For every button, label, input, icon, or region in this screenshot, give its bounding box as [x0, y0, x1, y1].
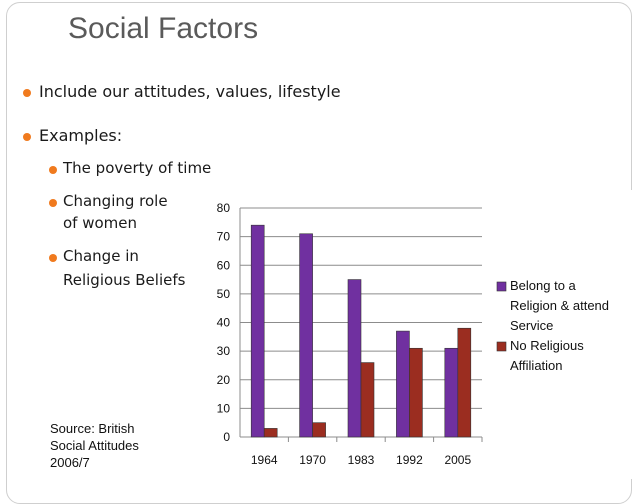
y-tick-label: 0	[223, 430, 230, 444]
bullet-examples: Examples:	[39, 126, 123, 145]
bullet-dot	[49, 199, 57, 207]
bar-no-affiliation-1964	[263, 428, 278, 438]
bar-no-affiliation-2005	[457, 327, 472, 438]
y-tick-label: 50	[217, 287, 231, 301]
source-note: Source: British Social Attitudes 2006/7	[50, 421, 139, 470]
chart-svg: 0 10 20 30 40 50 60 70 80 1964 1970 1983 1992 2005 Bel…	[217, 201, 609, 467]
legend-swatch	[496, 341, 507, 352]
bullet-dot	[23, 133, 31, 141]
bullet-attitudes: Include our attitudes, values, lifestyle	[39, 82, 341, 101]
bullet-religious-beliefs: Religious Beliefs	[63, 271, 186, 289]
bar-no-affiliation-1992	[409, 347, 423, 438]
bar-belong-attend-1970	[299, 233, 313, 438]
legend-entry-label: Service	[510, 318, 553, 333]
bullet-dot	[23, 89, 31, 97]
y-tick-label: 40	[217, 316, 231, 330]
y-tick-label: 30	[217, 344, 231, 358]
bullet-of-women: of women	[63, 214, 138, 232]
x-tick-label: 1992	[396, 453, 423, 467]
bullet-changing-role: Changing role	[63, 192, 168, 210]
legend-entry-label: Belong to a	[510, 278, 577, 293]
y-tick-label: 60	[217, 258, 231, 272]
x-tick-label: 1970	[299, 453, 326, 467]
x-tick-label: 2005	[444, 453, 471, 467]
y-tick-label: 70	[217, 230, 231, 244]
bar-belong-attend-2005	[444, 347, 459, 438]
y-tick-label: 80	[217, 201, 231, 215]
bar-no-affiliation-1983	[360, 362, 375, 438]
bar-belong-attend-1964	[250, 224, 265, 438]
legend-swatch	[496, 281, 507, 292]
legend-entry-label: No Religious	[510, 338, 584, 353]
x-tick-label: 1983	[348, 453, 375, 467]
x-tick-label: 1964	[251, 453, 278, 467]
y-tick-label: 20	[217, 373, 231, 387]
religion-bar-chart: 0 10 20 30 40 50 60 70 80 1964 1970 1983 1992 2005 Bel…	[200, 190, 636, 479]
bullet-dot	[49, 254, 57, 262]
legend-entry-label: Affiliation	[510, 358, 563, 373]
bullet-poverty-of-time: The poverty of time	[63, 159, 212, 177]
bar-belong-attend-1983	[347, 279, 362, 438]
bullet-dot	[49, 166, 57, 174]
bullet-change-in: Change in	[63, 247, 139, 265]
legend-entry-label: Religion & attend	[510, 298, 609, 313]
y-tick-label: 10	[217, 401, 231, 415]
bar-belong-attend-1992	[396, 330, 410, 438]
slide-title: Social Factors	[68, 12, 259, 45]
bar-no-affiliation-1970	[312, 422, 326, 438]
